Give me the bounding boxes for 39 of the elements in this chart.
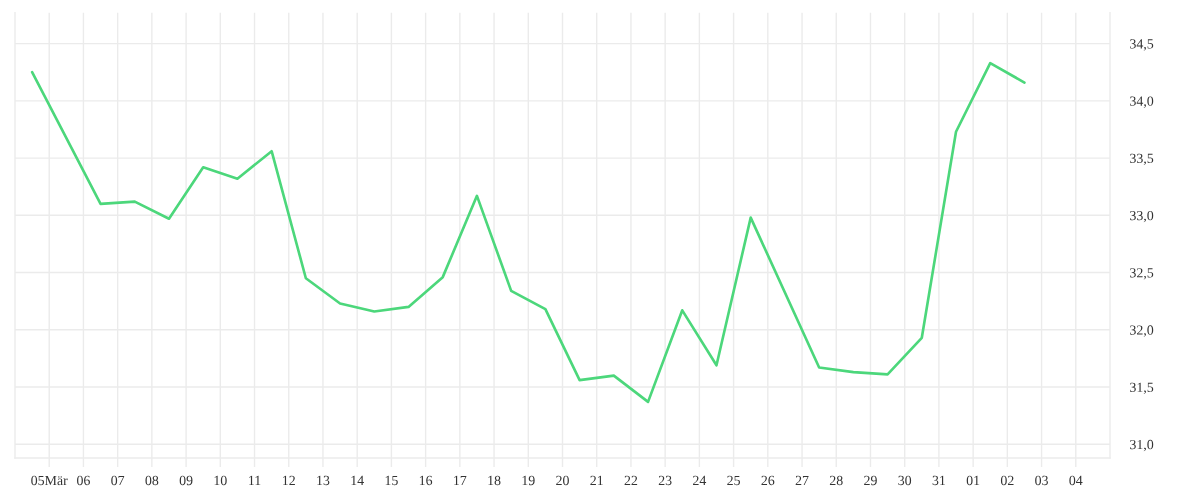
y-tick-label: 33,0 xyxy=(1130,210,1154,223)
x-tick-label: 24 xyxy=(693,475,707,485)
x-tick-label: 08 xyxy=(145,475,159,486)
y-tick-label: 33,5 xyxy=(1130,153,1154,166)
x-tick-label: 30 xyxy=(898,475,912,486)
x-tick-label: 05Mär xyxy=(31,475,68,486)
x-tick-label: 26 xyxy=(761,475,775,486)
x-tick-label: 22 xyxy=(624,475,638,485)
x-tick-label: 27 xyxy=(795,475,809,485)
x-tick-label: 07 xyxy=(111,475,125,486)
x-tick-label: 20 xyxy=(556,475,569,486)
x-tick-label: 01 xyxy=(966,475,980,486)
x-tick-label: 23 xyxy=(658,475,672,486)
x-tick-label: 28 xyxy=(829,475,843,486)
x-tick-label: 18 xyxy=(488,475,501,486)
y-tick-label: 34,5 xyxy=(1130,39,1154,51)
x-tick-label: 13 xyxy=(317,475,330,486)
x-tick-label: 10 xyxy=(214,475,227,486)
x-tick-label: 02 xyxy=(1000,475,1014,486)
x-tick-label: 31 xyxy=(932,475,946,486)
x-tick-label: 16 xyxy=(419,475,433,486)
y-tick-label: 31,0 xyxy=(1130,439,1154,452)
x-tick-label: 17 xyxy=(454,475,467,485)
x-tick-label: 11 xyxy=(249,475,261,485)
x-tick-label: 06 xyxy=(77,475,90,486)
x-tick-label: 04 xyxy=(1069,475,1083,486)
x-tick-label: 19 xyxy=(522,475,535,486)
x-tick-label: 03 xyxy=(1035,475,1048,486)
x-tick-label: 09 xyxy=(179,475,193,486)
y-tick-label: 31,5 xyxy=(1130,382,1154,394)
x-tick-label: 15 xyxy=(385,475,398,486)
x-tick-label: 21 xyxy=(590,475,603,485)
y-tick-label: 32,0 xyxy=(1130,325,1154,337)
y-tick-label: 34,0 xyxy=(1130,96,1154,108)
x-tick-label: 12 xyxy=(283,475,295,485)
y-tick-label: 32,5 xyxy=(1130,268,1154,280)
x-tick-label: 14 xyxy=(351,475,364,485)
x-tick-label: 29 xyxy=(864,475,877,486)
x-tick-label: 25 xyxy=(727,475,740,486)
